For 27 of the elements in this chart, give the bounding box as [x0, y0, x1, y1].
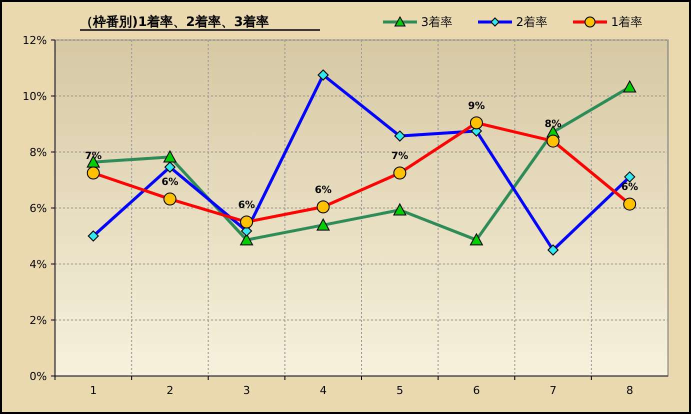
y-tick-label: 6%	[30, 202, 47, 215]
legend-label: 3着率	[421, 15, 453, 30]
data-label: 8%	[544, 119, 562, 130]
x-tick-label: 6	[472, 384, 480, 397]
x-tick-label: 4	[320, 384, 327, 397]
legend-label: 2着率	[516, 15, 548, 30]
data-label: 7%	[84, 151, 102, 162]
y-tick-label: 10%	[22, 90, 47, 103]
x-tick-label: 7	[550, 384, 557, 397]
data-label: 6%	[161, 177, 178, 188]
legend-label: 1着率	[611, 15, 643, 30]
x-tick-label: 3	[243, 384, 250, 397]
y-tick-label: 0%	[30, 370, 47, 383]
x-tick-label: 5	[396, 384, 404, 397]
y-tick-label: 4%	[30, 258, 47, 271]
x-tick-label: 8	[626, 384, 634, 397]
data-label: 6%	[314, 184, 332, 196]
x-tick-label: 2	[166, 384, 174, 397]
y-tick-label: 2%	[30, 314, 47, 327]
chart-title: （枠番別)1着率、2着率、3着率	[80, 14, 270, 30]
data-label: 7%	[391, 151, 408, 162]
x-tick-label: 1	[90, 384, 97, 397]
y-tick-label: 8%	[30, 146, 47, 159]
data-label: 9%	[468, 100, 485, 112]
data-label: 6%	[238, 200, 256, 211]
data-label: 6%	[621, 182, 638, 194]
y-tick-label: 12%	[22, 34, 47, 47]
